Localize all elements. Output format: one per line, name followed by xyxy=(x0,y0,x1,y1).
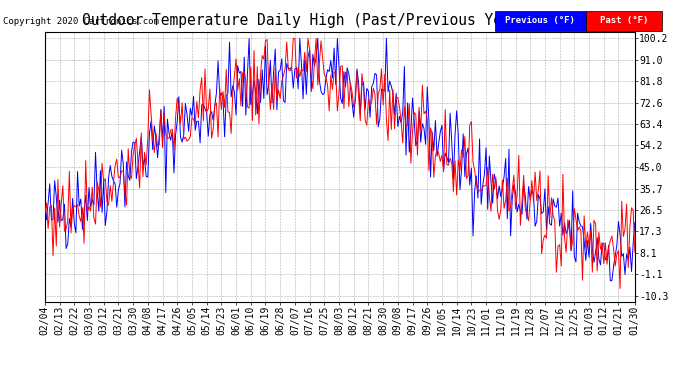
Text: Previous (°F): Previous (°F) xyxy=(505,16,575,26)
Text: Copyright 2020 Cartronics.com: Copyright 2020 Cartronics.com xyxy=(3,17,159,26)
Text: Past (°F): Past (°F) xyxy=(600,16,648,26)
Text: Outdoor Temperature Daily High (Past/Previous Year) 20200204: Outdoor Temperature Daily High (Past/Pre… xyxy=(83,13,607,28)
